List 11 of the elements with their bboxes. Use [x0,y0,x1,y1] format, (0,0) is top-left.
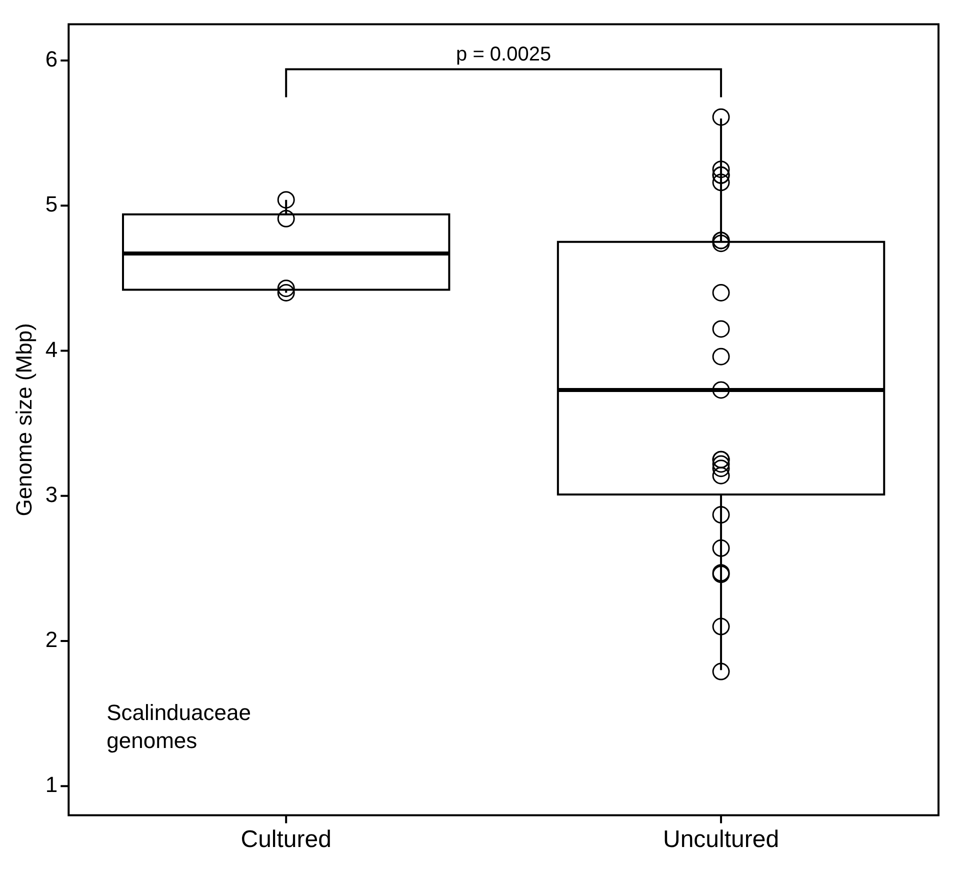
y-tick-label: 6 [45,46,58,72]
x-tick-label: Cultured [240,826,332,854]
y-tick-label: 3 [45,482,58,507]
y-axis-title: Genome size (Mbp) [11,323,36,516]
y-tick-label: 5 [45,192,58,217]
y-tick-label: 2 [45,627,58,652]
y-tick-label: 1 [45,772,58,798]
y-tick-label: 4 [45,336,58,362]
annotation: p = 0.0025 [456,44,552,66]
annotation: Scalinduaceae genomes [106,700,251,754]
x-tick-label: Uncultured [663,826,780,854]
